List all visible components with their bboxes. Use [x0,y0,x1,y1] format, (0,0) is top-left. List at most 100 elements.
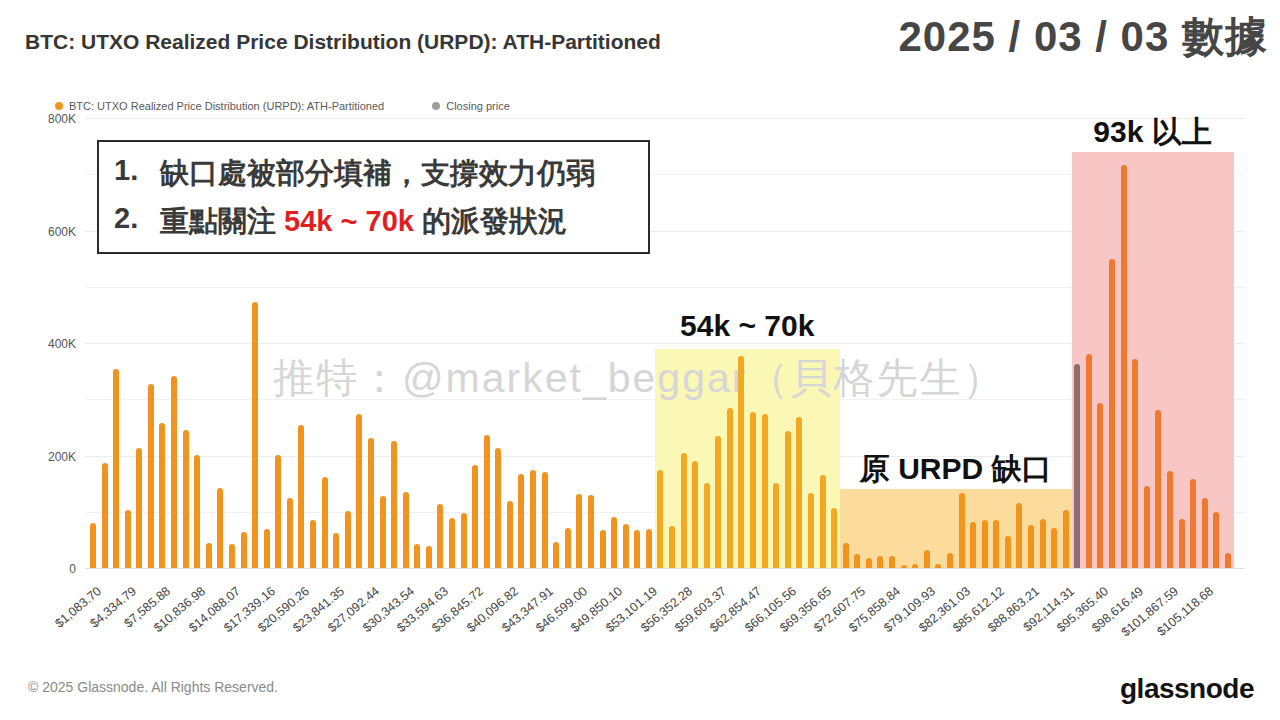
urpd-bar [125,510,131,568]
urpd-bar [148,384,154,569]
annotation-box: 1. 缺口處被部分填補，支撐效力仍弱 2. 重點關注 54k ~ 70k 的派發… [97,140,650,254]
urpd-bar [194,455,200,568]
urpd-bar [542,472,548,568]
urpd-bar [484,435,490,568]
urpd-bar [1005,536,1011,568]
urpd-bar [901,565,907,568]
annotation-line-1: 1. 缺口處被部分填補，支撐效力仍弱 [114,154,648,194]
urpd-bar [1051,528,1057,569]
urpd-bar [275,455,281,568]
urpd-bar [518,474,524,569]
urpd-bar [669,526,675,568]
urpd-bar [738,356,744,568]
urpd-bar [785,431,791,568]
legend-closing-label: Closing price [446,100,510,112]
region-label-1: 原 URPD 缺口 [860,449,1052,490]
urpd-bar [507,501,513,568]
watermark: 推特：@market_beggar（貝格先生） [273,351,1005,406]
page-title: BTC: UTXO Realized Price Distribution (U… [25,30,661,54]
urpd-bar [345,511,351,568]
urpd-bar [495,448,501,568]
urpd-bar [461,513,467,568]
urpd-bar [634,530,640,568]
urpd-bar [1097,403,1103,568]
urpd-bar [553,542,559,568]
urpd-bar [831,508,837,568]
urpd-bar [993,520,999,568]
urpd-bar [159,423,165,568]
urpd-bar [576,494,582,568]
urpd-bar [947,553,953,568]
urpd-bar [750,412,756,568]
urpd-bar [472,465,478,568]
urpd-bar [611,517,617,568]
urpd-bar [1063,510,1069,568]
y-axis-tick-label: 200K [36,450,76,464]
urpd-bar [333,533,339,568]
highlight-region-1 [840,489,1072,568]
urpd-bar [1121,165,1127,568]
urpd-bar [854,554,860,568]
urpd-bar [715,436,721,568]
y-axis-tick-label: 600K [36,225,76,239]
urpd-bar [646,529,652,568]
urpd-bar [727,408,733,568]
urpd-bar [1109,259,1115,568]
urpd-bar [217,488,223,568]
urpd-bar [171,376,177,568]
urpd-bar [356,414,362,568]
legend-closing-dot [432,102,440,110]
urpd-bar [565,528,571,569]
glassnode-logo: glassnode [1120,673,1254,705]
urpd-bar [704,483,710,569]
urpd-bar [681,453,687,568]
urpd-bar [1179,519,1185,568]
legend-series-label: BTC: UTXO Realized Price Distribution (U… [69,100,384,112]
copyright-text: © 2025 Glassnode. All Rights Reserved. [28,679,278,695]
urpd-bar [113,369,119,568]
urpd-bar [889,556,895,568]
gridline [85,118,1245,119]
y-axis-tick-label: 800K [36,112,76,126]
urpd-bar [102,463,108,568]
urpd-bar [762,414,768,568]
urpd-bar [310,520,316,568]
urpd-bar [692,461,698,568]
x-axis-line [85,568,1245,569]
urpd-bar [183,430,189,568]
urpd-bar [808,493,814,568]
legend-series-dot [55,102,63,110]
urpd-bar [298,425,304,568]
highlight-region-2 [1072,152,1234,568]
region-label-0: 54k ~ 70k [680,309,814,343]
urpd-bar [530,470,536,568]
urpd-bar [959,493,965,568]
urpd-bar [1028,525,1034,568]
urpd-bar [970,522,976,568]
urpd-bar [588,495,594,568]
annotation-line-2: 2. 重點關注 54k ~ 70k 的派發狀況 [114,202,648,242]
urpd-bar [820,475,826,568]
urpd-bar [414,544,420,568]
urpd-bar [1167,471,1173,568]
urpd-bar [229,544,235,568]
urpd-bar [1202,498,1208,568]
urpd-bar [1144,486,1150,568]
urpd-bar [1086,354,1092,568]
urpd-bar [843,543,849,568]
urpd-bar [90,523,96,568]
urpd-bar [241,532,247,568]
region-label-2: 93k 以上 [1093,112,1211,153]
urpd-bar [1016,503,1022,568]
urpd-bar [287,498,293,568]
urpd-bar [796,417,802,568]
urpd-bar [623,524,629,568]
urpd-bar [1225,553,1231,568]
urpd-bar [1190,479,1196,568]
urpd-bar [657,470,663,568]
urpd-bar [924,550,930,568]
urpd-bar [403,492,409,568]
urpd-bar [866,558,872,568]
urpd-bar [1213,512,1219,568]
urpd-bar [380,496,386,568]
